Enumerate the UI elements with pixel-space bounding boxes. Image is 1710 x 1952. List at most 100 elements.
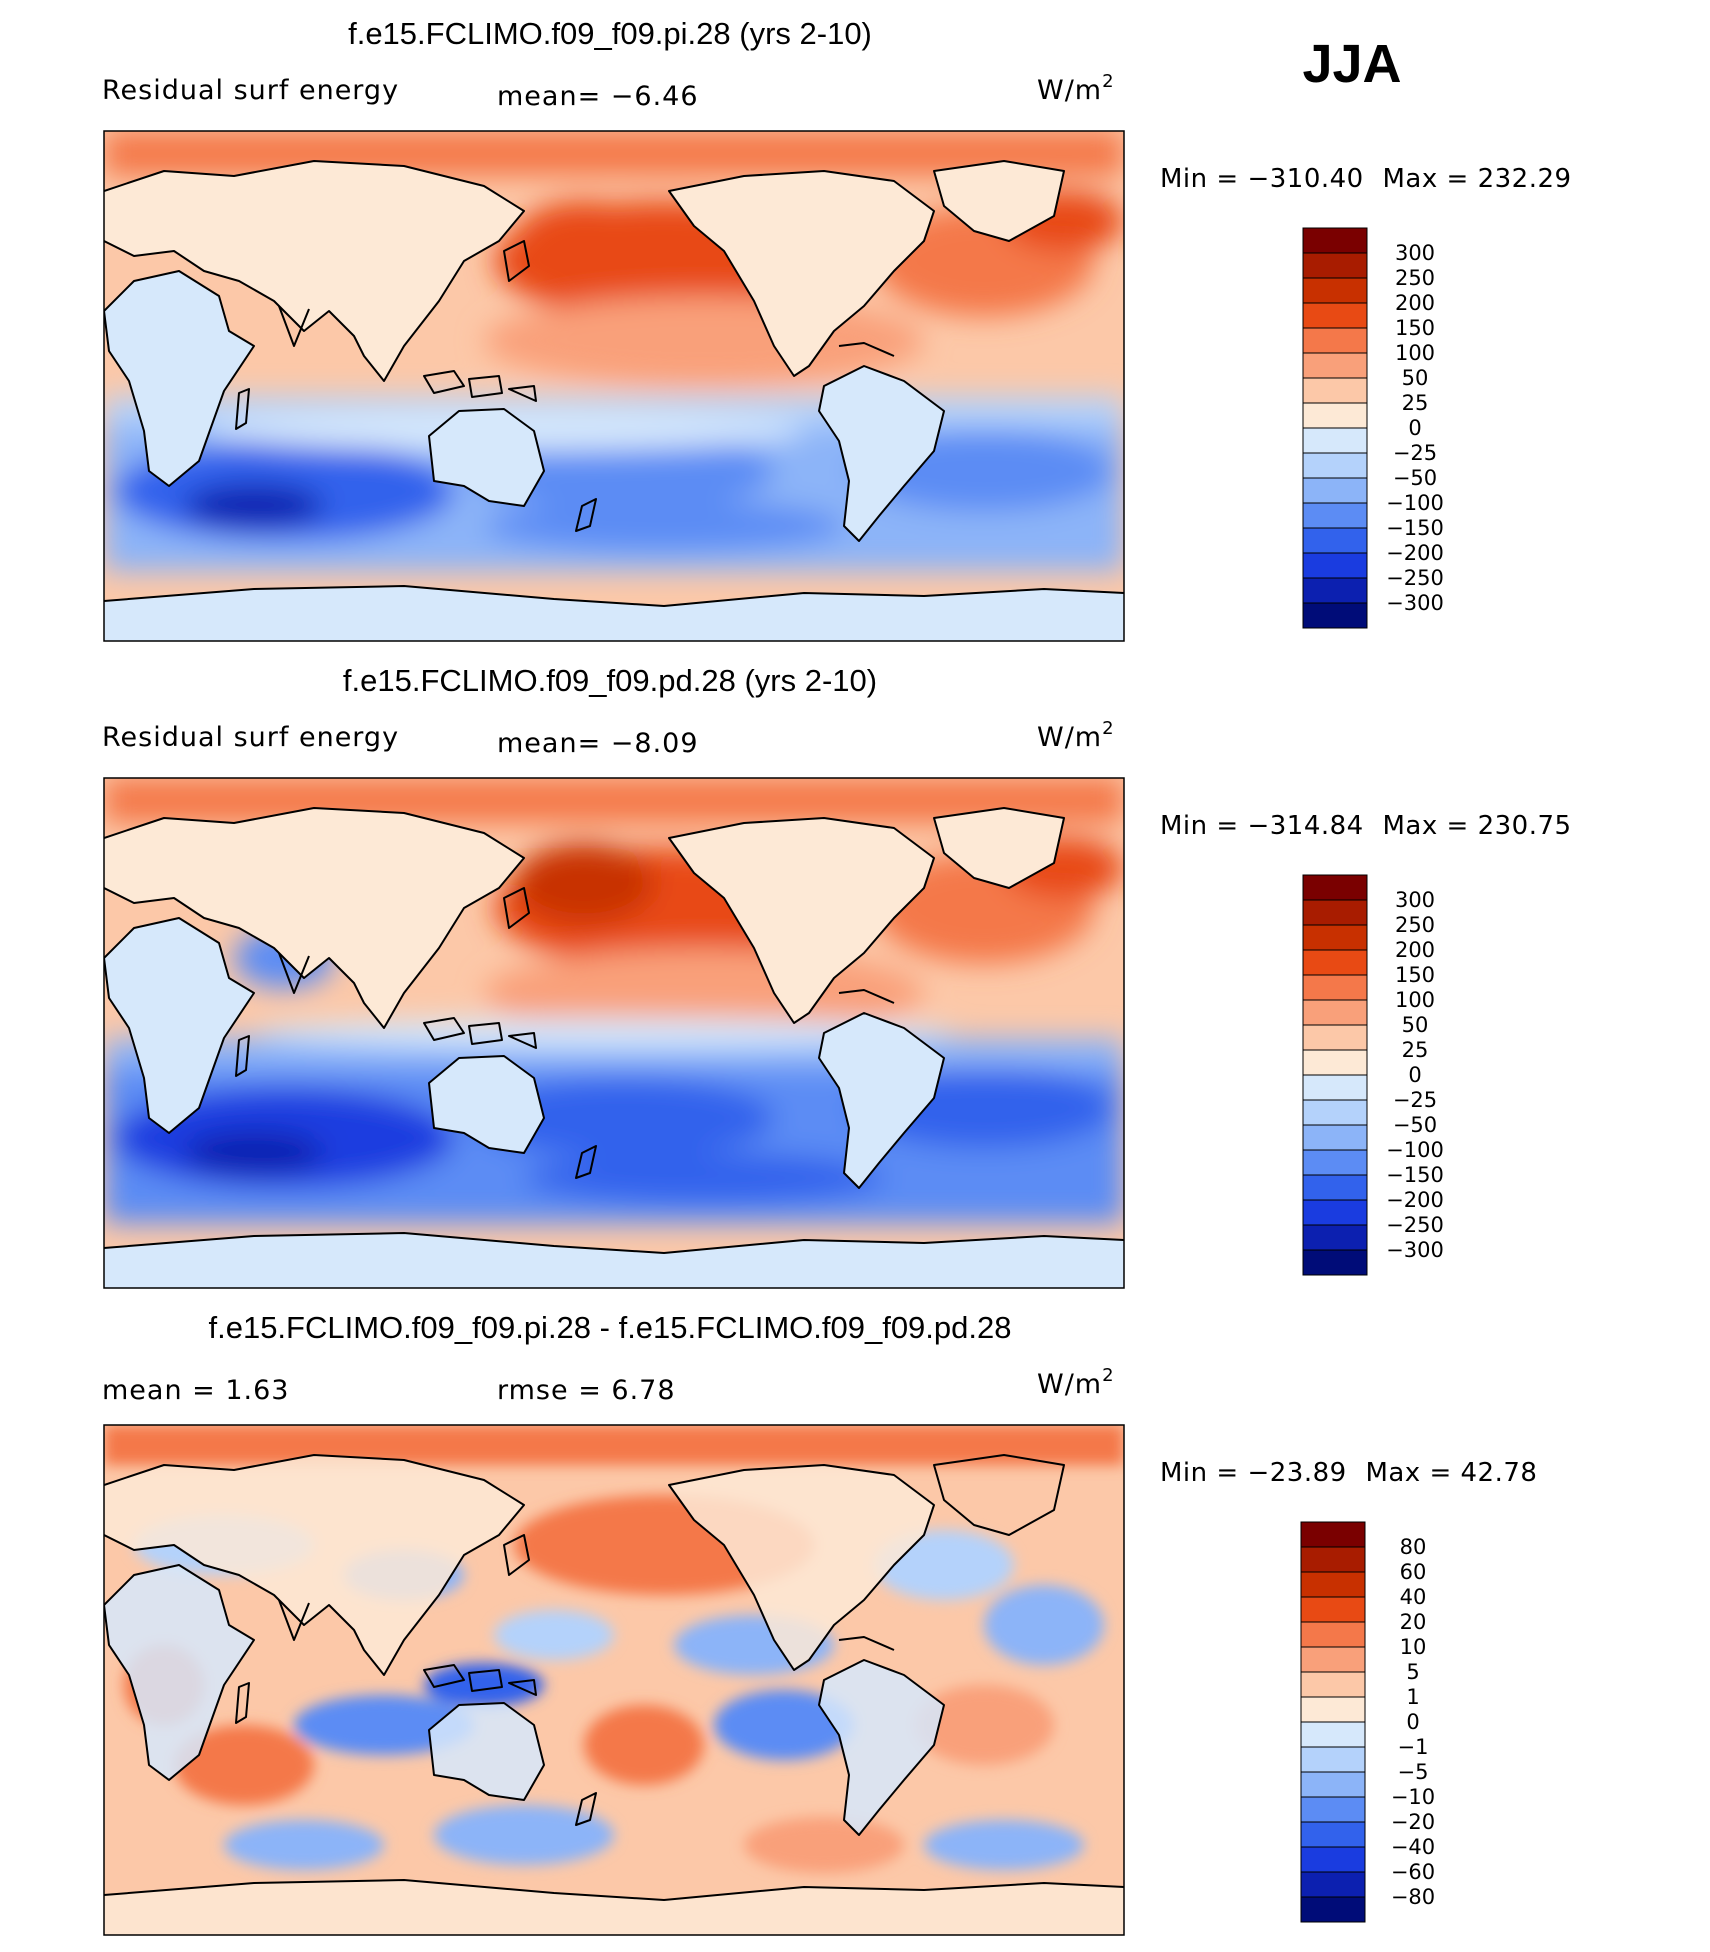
colorbar-tick-label: −200 bbox=[1386, 1188, 1444, 1212]
colorbar-swatch bbox=[1302, 949, 1368, 976]
colorbar-tick-label: 60 bbox=[1400, 1560, 1427, 1584]
colorbar-tick-label: −150 bbox=[1386, 1163, 1444, 1187]
colorbar-tick-label: −50 bbox=[1393, 466, 1437, 490]
colorbar-swatch bbox=[1300, 1721, 1366, 1748]
panel-1-title: f.e15.FCLIMO.f09_f09.pi.28 (yrs 2-10) bbox=[348, 16, 872, 51]
panel-2: f.e15.FCLIMO.f09_f09.pd.28 (yrs 2-10) Re… bbox=[102, 663, 1572, 1289]
colorbar-swatch bbox=[1302, 874, 1368, 901]
colorbar-swatch bbox=[1302, 899, 1368, 926]
colorbar-swatch bbox=[1302, 377, 1368, 404]
panel-1-colorbar: 30025020015010050250−25−50−100−150−200−2… bbox=[1302, 227, 1444, 629]
colorbar-tick-label: −250 bbox=[1386, 1213, 1444, 1237]
colorbar-tick-label: −250 bbox=[1386, 566, 1444, 590]
colorbar-swatch bbox=[1302, 352, 1368, 379]
colorbar-swatch bbox=[1302, 974, 1368, 1001]
colorbar-tick-label: 200 bbox=[1395, 291, 1435, 315]
colorbar-tick-label: 250 bbox=[1395, 266, 1435, 290]
colorbar-swatch bbox=[1302, 277, 1368, 304]
colorbar-tick-label: −60 bbox=[1391, 1860, 1435, 1884]
colorbar-swatch bbox=[1300, 1771, 1366, 1798]
panel-1: f.e15.FCLIMO.f09_f09.pi.28 (yrs 2-10) Re… bbox=[102, 16, 1572, 642]
colorbar-tick-label: 50 bbox=[1402, 366, 1429, 390]
colorbar-tick-label: 300 bbox=[1395, 241, 1435, 265]
colorbar-swatch bbox=[1300, 1821, 1366, 1848]
colorbar-tick-label: 300 bbox=[1395, 888, 1435, 912]
colorbar-tick-label: 80 bbox=[1400, 1535, 1427, 1559]
colorbar-swatch bbox=[1302, 327, 1368, 354]
colorbar-swatch bbox=[1300, 1621, 1366, 1648]
colorbar-swatch bbox=[1302, 1149, 1368, 1176]
panel-2-center-label: mean= −8.09 bbox=[497, 728, 699, 759]
colorbar-tick-label: 150 bbox=[1395, 963, 1435, 987]
colorbar-swatch bbox=[1302, 552, 1368, 579]
colorbar-tick-label: −5 bbox=[1398, 1760, 1429, 1784]
colorbar-swatch bbox=[1300, 1571, 1366, 1598]
colorbar-swatch bbox=[1302, 252, 1368, 279]
panel-3-center-label: rmse = 6.78 bbox=[497, 1375, 676, 1406]
colorbar-swatch bbox=[1300, 1546, 1366, 1573]
colorbar-swatch bbox=[1302, 1224, 1368, 1251]
colorbar-tick-label: −150 bbox=[1386, 516, 1444, 540]
colorbar-tick-label: 5 bbox=[1406, 1660, 1419, 1684]
colorbar-tick-label: 0 bbox=[1408, 1063, 1421, 1087]
colorbar-tick-label: 10 bbox=[1400, 1635, 1427, 1659]
colorbar-swatch bbox=[1302, 502, 1368, 529]
colorbar-tick-label: 200 bbox=[1395, 938, 1435, 962]
colorbar-tick-label: 0 bbox=[1406, 1710, 1419, 1734]
panel-1-center-label: mean= −6.46 bbox=[497, 81, 699, 112]
panel-3-min-max: Min = −23.89 Max = 42.78 bbox=[1160, 1458, 1537, 1488]
colorbar-tick-label: −25 bbox=[1393, 441, 1437, 465]
colorbar-swatch bbox=[1302, 1249, 1368, 1276]
colorbar-tick-label: 100 bbox=[1395, 341, 1435, 365]
colorbar-swatch bbox=[1302, 527, 1368, 554]
panel-2-left-label: Residual surf energy bbox=[102, 722, 399, 753]
panel-1-left-label: Residual surf energy bbox=[102, 75, 399, 106]
panel-2-units: W/m2 bbox=[1037, 718, 1115, 753]
panel-2-min-max: Min = −314.84 Max = 230.75 bbox=[1160, 811, 1572, 841]
panel-3: f.e15.FCLIMO.f09_f09.pi.28 - f.e15.FCLIM… bbox=[102, 1310, 1537, 1936]
colorbar-swatch bbox=[1302, 1074, 1368, 1101]
colorbar-tick-label: 50 bbox=[1402, 1013, 1429, 1037]
colorbar-swatch bbox=[1300, 1746, 1366, 1773]
colorbar-tick-label: 250 bbox=[1395, 913, 1435, 937]
panel-2-map bbox=[103, 777, 1125, 1289]
colorbar-tick-label: −200 bbox=[1386, 541, 1444, 565]
colorbar-tick-label: −300 bbox=[1386, 1238, 1444, 1262]
colorbar-swatch bbox=[1300, 1796, 1366, 1823]
colorbar-swatch bbox=[1302, 477, 1368, 504]
panel-3-map bbox=[103, 1424, 1125, 1936]
colorbar-tick-label: −300 bbox=[1386, 591, 1444, 615]
colorbar-swatch bbox=[1300, 1846, 1366, 1873]
colorbar-tick-label: −100 bbox=[1386, 491, 1444, 515]
colorbar-swatch bbox=[1300, 1646, 1366, 1673]
colorbar-swatch bbox=[1302, 577, 1368, 604]
colorbar-swatch bbox=[1302, 1174, 1368, 1201]
colorbar-tick-label: −50 bbox=[1393, 1113, 1437, 1137]
colorbar-swatch bbox=[1302, 427, 1368, 454]
colorbar-tick-label: 0 bbox=[1408, 416, 1421, 440]
panel-1-units: W/m2 bbox=[1037, 71, 1115, 106]
panel-1-min-max: Min = −310.40 Max = 232.29 bbox=[1160, 164, 1572, 194]
colorbar-swatch bbox=[1302, 1199, 1368, 1226]
panel-1-map bbox=[103, 130, 1125, 642]
colorbar-swatch bbox=[1302, 227, 1368, 254]
colorbar-tick-label: −80 bbox=[1391, 1885, 1435, 1909]
colorbar-swatch bbox=[1302, 302, 1368, 329]
colorbar-tick-label: 20 bbox=[1400, 1610, 1427, 1634]
colorbar-swatch bbox=[1302, 1024, 1368, 1051]
colorbar-swatch bbox=[1300, 1671, 1366, 1698]
colorbar-swatch bbox=[1302, 924, 1368, 951]
colorbar-tick-label: 40 bbox=[1400, 1585, 1427, 1609]
colorbar-swatch bbox=[1300, 1896, 1366, 1923]
panel-3-left-label: mean = 1.63 bbox=[102, 1375, 289, 1406]
colorbar-swatch bbox=[1300, 1596, 1366, 1623]
colorbar-tick-label: 100 bbox=[1395, 988, 1435, 1012]
colorbar-tick-label: −100 bbox=[1386, 1138, 1444, 1162]
colorbar-tick-label: 25 bbox=[1402, 391, 1429, 415]
colorbar-swatch bbox=[1300, 1696, 1366, 1723]
colorbar-swatch bbox=[1302, 1099, 1368, 1126]
colorbar-swatch bbox=[1300, 1521, 1366, 1548]
colorbar-tick-label: 25 bbox=[1402, 1038, 1429, 1062]
